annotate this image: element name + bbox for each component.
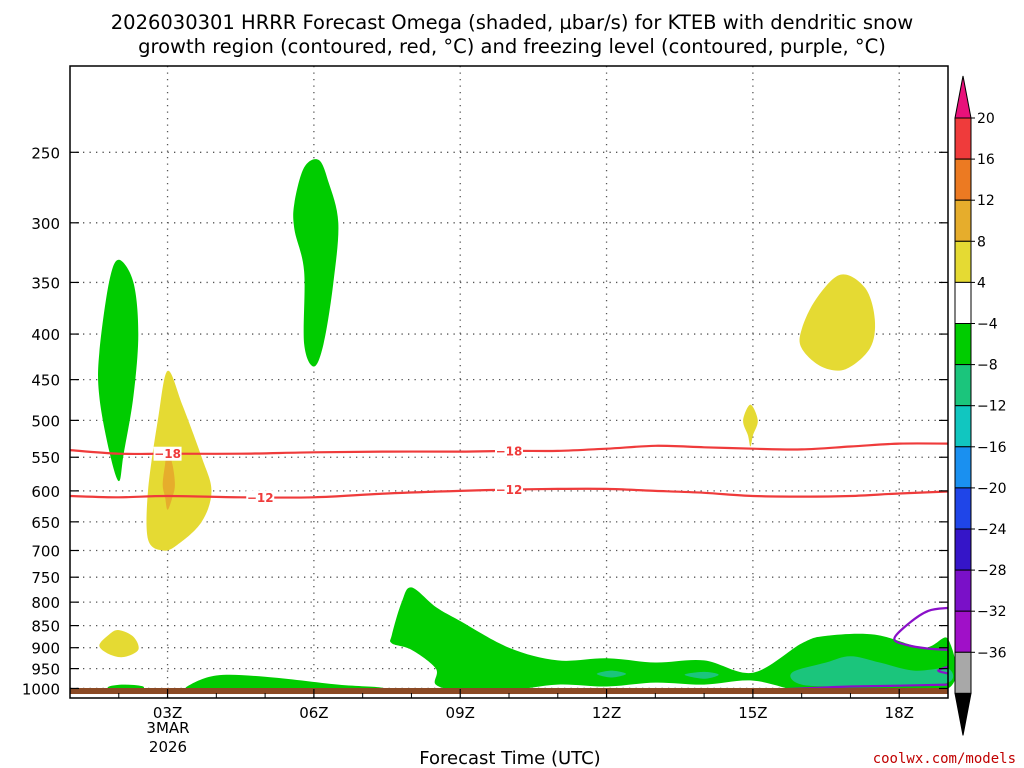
y-tick-label: 1000 xyxy=(22,680,60,698)
y-axis: 250 300 350 400 450 500 550 600 650 700 750 800 850 9… xyxy=(22,144,948,698)
y-tick-label: 400 xyxy=(31,326,60,344)
y-tick-label: 300 xyxy=(31,215,60,233)
x-axis: 03Z 06Z 09Z 12Z 15Z 18Z xyxy=(69,689,949,722)
omega-region xyxy=(293,159,339,367)
y-tick-label: 750 xyxy=(31,569,60,587)
y-tick-label: 450 xyxy=(31,372,60,390)
surface-bar xyxy=(70,688,948,694)
x-tick-label: 15Z xyxy=(738,704,767,722)
y-tick-label: 600 xyxy=(31,483,60,501)
omega-region xyxy=(684,671,719,679)
plot-area xyxy=(70,66,948,698)
colorbar-bin xyxy=(954,651,972,694)
y-tick-label: 550 xyxy=(31,449,60,467)
y-tick-label: 800 xyxy=(31,594,60,612)
colorbar-bin xyxy=(954,446,972,489)
contour-label: −18 xyxy=(496,444,523,458)
x-tick-label: 18Z xyxy=(885,704,914,722)
contour-label: −12 xyxy=(247,491,274,505)
omega-region xyxy=(162,450,175,510)
contour-label-bg xyxy=(495,482,523,497)
dendritic-contour xyxy=(69,442,949,456)
colorbar-bin xyxy=(954,610,972,653)
colorbar-label: 16 xyxy=(977,152,995,168)
omega-region xyxy=(743,404,758,447)
contour-label-bg xyxy=(495,443,523,458)
colorbar-label: −32 xyxy=(977,604,1007,620)
y-tick-label: 350 xyxy=(31,274,60,292)
credit-link[interactable]: coolwx.com/models xyxy=(873,751,1016,767)
colorbar-label: −28 xyxy=(977,563,1007,579)
omega-region xyxy=(790,656,954,687)
chart-title-line1: 2026030301 HRRR Forecast Omega (shaded, … xyxy=(111,11,914,34)
omega-shaded-regions xyxy=(98,159,957,694)
freezing-level-contour xyxy=(893,606,949,651)
colorbar-label: 12 xyxy=(977,193,995,209)
x-tick-label: 03Z xyxy=(153,704,182,722)
omega-region xyxy=(799,274,876,371)
colorbar-label: −12 xyxy=(977,399,1007,415)
gridlines xyxy=(70,66,948,698)
colorbar-bin xyxy=(954,281,972,324)
y-tick-label: 850 xyxy=(31,618,60,636)
colorbar-bin xyxy=(954,158,972,201)
contour-lines: −18 −18 −12 −12 xyxy=(69,442,949,694)
colorbar-label: −4 xyxy=(977,317,998,333)
x-tick-label: 12Z xyxy=(592,704,621,722)
colorbar-bin xyxy=(954,528,972,571)
contour-label-bg xyxy=(246,490,275,505)
chart-title-line2: growth region (contoured, red, °C) and f… xyxy=(138,35,886,58)
y-tick-label: 650 xyxy=(31,514,60,532)
colorbar-bin xyxy=(954,199,972,242)
contour-label: −18 xyxy=(154,447,181,461)
date-label-month: 3MAR xyxy=(146,719,189,737)
y-tick-label: 900 xyxy=(31,640,60,658)
omega-region xyxy=(596,670,627,678)
colorbar-bin xyxy=(954,117,972,160)
y-tick-label: 250 xyxy=(31,144,60,162)
freezing-level-contour xyxy=(937,665,949,675)
colorbar-label: −24 xyxy=(977,522,1007,538)
colorbar-label: −20 xyxy=(977,481,1007,497)
omega-region xyxy=(99,630,139,658)
y-tick-label: 700 xyxy=(31,543,60,561)
x-tick-label: 09Z xyxy=(446,704,475,722)
omega-region xyxy=(98,259,139,482)
colorbar-label: −16 xyxy=(977,440,1007,456)
y-tick-label: 500 xyxy=(31,412,60,430)
colorbar: 20 16 12 8 4 −4 −8 −12 −16 −20 −24 −28 −32 −36 xyxy=(954,75,1007,736)
contour-label-bg xyxy=(153,446,182,461)
colorbar-label: 4 xyxy=(977,275,986,291)
colorbar-bin xyxy=(954,487,972,530)
colorbar-bin xyxy=(954,323,972,366)
colorbar-bin xyxy=(954,405,972,448)
omega-region xyxy=(146,370,212,551)
colorbar-label: 8 xyxy=(977,234,986,250)
colorbar-label: 20 xyxy=(977,111,995,127)
dendritic-contour xyxy=(69,487,949,499)
colorbar-label: −36 xyxy=(977,645,1007,661)
colorbar-cap-bottom xyxy=(954,692,972,736)
colorbar-label: −8 xyxy=(977,358,998,374)
colorbar-bin xyxy=(954,364,972,407)
date-label-year: 2026 xyxy=(149,738,187,756)
colorbar-cap-top xyxy=(954,75,972,119)
colorbar-bin xyxy=(954,240,972,283)
x-tick-label: 06Z xyxy=(299,704,328,722)
y-tick-label: 950 xyxy=(31,661,60,679)
x-axis-label: Forecast Time (UTC) xyxy=(419,748,600,768)
contour-label: −12 xyxy=(496,483,523,497)
colorbar-bin xyxy=(954,569,972,612)
